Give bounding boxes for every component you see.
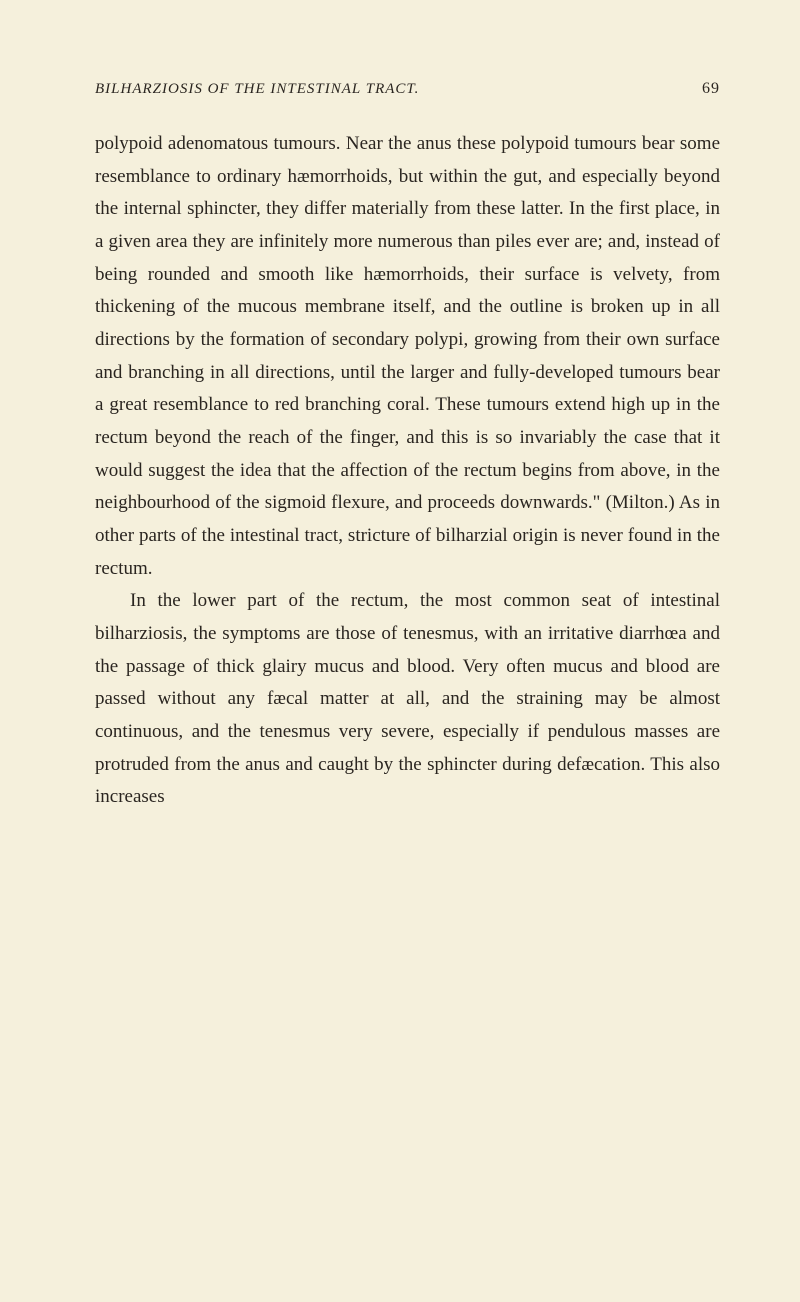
body-text: polypoid adenomatous tumours. Near the a… xyxy=(95,128,720,814)
page-header: BILHARZIOSIS OF THE INTESTINAL TRACT. 69 xyxy=(95,80,720,98)
chapter-title: BILHARZIOSIS OF THE INTESTINAL TRACT. xyxy=(95,81,419,98)
paragraph-2: In the lower part of the rectum, the mos… xyxy=(95,585,720,814)
paragraph-1: polypoid adenomatous tumours. Near the a… xyxy=(95,128,720,585)
page-number: 69 xyxy=(702,80,720,98)
